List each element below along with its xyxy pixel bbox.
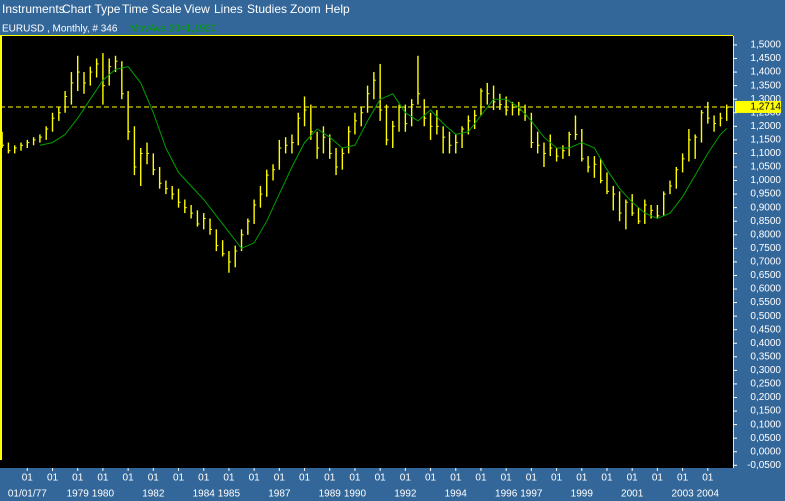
y-tick-label: 0,5000 [750, 311, 781, 322]
x-tick-label: 01 [299, 473, 311, 484]
y-tick-label: 0,0500 [750, 433, 781, 444]
year-label: 1987 [268, 489, 291, 500]
x-tick-label: 01 [425, 473, 437, 484]
year-label: 1996 [495, 489, 518, 500]
x-tick-label: 01 [475, 473, 487, 484]
year-label: 1982 [142, 489, 165, 500]
x-tick-label: 01 [349, 473, 361, 484]
x-tick-label: 01 [198, 473, 210, 484]
year-label: 1997 [520, 489, 543, 500]
y-tick-label: 1,4000 [750, 67, 781, 78]
plot-area [0, 36, 733, 468]
y-tick-label: 0,0000 [750, 446, 781, 457]
x-tick-label: 01 [223, 473, 235, 484]
y-tick-label: 0,2000 [750, 392, 781, 403]
y-tick-label: 0,8000 [750, 229, 781, 240]
y-tick-label: 0,1500 [750, 406, 781, 417]
last-price-badge [735, 100, 781, 113]
y-tick-label: 0,8500 [750, 216, 781, 227]
menu-item[interactable]: Time Scale [122, 2, 182, 16]
x-tick-label: 01 [702, 473, 714, 484]
x-tick-label: 01 [551, 473, 563, 484]
y-tick-label: 0,2500 [750, 379, 781, 390]
y-tick-label: 1,4500 [750, 53, 781, 64]
chart-title: EURUSD , Monthly, # 346 [2, 24, 118, 35]
menu-item[interactable]: Help [325, 2, 350, 16]
x-tick-label: 01 [652, 473, 664, 484]
menu-item[interactable]: Zoom [290, 2, 321, 16]
x-tick-label: 01 [400, 473, 412, 484]
x-tick-label: 01 [123, 473, 135, 484]
y-tick-label: 0,9500 [750, 189, 781, 200]
y-tick-label: 0,3500 [750, 351, 781, 362]
year-label: 1999 [571, 489, 594, 500]
year-label: 01/01/77 [8, 489, 47, 500]
y-tick-label: 0,5500 [750, 297, 781, 308]
year-label: 1990 [344, 489, 367, 500]
x-tick-label: 01 [324, 473, 336, 484]
y-tick-label: 1,1500 [750, 135, 781, 146]
y-tick-label: 0,6500 [750, 270, 781, 281]
y-tick-label: 0,4000 [750, 338, 781, 349]
y-tick-label: -0,0500 [747, 460, 781, 471]
x-tick-label: 01 [450, 473, 462, 484]
year-label: 1992 [394, 489, 417, 500]
x-tick-label: 01 [249, 473, 261, 484]
y-tick-label: 0,7000 [750, 257, 781, 268]
year-label: 1984 [193, 489, 216, 500]
menu-bar: Instruments Chart Type Time Scale View L… [2, 2, 350, 16]
menu-item[interactable]: Lines [214, 2, 243, 16]
year-label: 2001 [621, 489, 644, 500]
y-tick-label: 1,2000 [750, 121, 781, 132]
y-tick-label: 1,3000 [750, 94, 781, 105]
menu-item[interactable]: Studies [247, 2, 287, 16]
year-label: 1985 [218, 489, 241, 500]
menu-item[interactable]: Chart Type [62, 2, 121, 16]
x-tick-label: 01 [627, 473, 639, 484]
y-tick-label: 0,1000 [750, 419, 781, 430]
x-tick-label: 01 [97, 473, 109, 484]
x-tick-label: 01 [47, 473, 59, 484]
year-label: 2004 [697, 489, 720, 500]
y-tick-label: 1,0500 [750, 162, 781, 173]
year-label: 1994 [445, 489, 468, 500]
ma-label: MovAve 20=1,1920 [130, 24, 217, 35]
year-label: 1989 [319, 489, 342, 500]
y-tick-label: 0,7500 [750, 243, 781, 254]
last-price-label: 1,2714 [750, 102, 781, 113]
x-tick-label: 01 [601, 473, 613, 484]
x-tick-label: 01 [576, 473, 588, 484]
y-tick-label: 0,9000 [750, 202, 781, 213]
y-tick-label: 0,4500 [750, 324, 781, 335]
x-tick-label: 01 [22, 473, 34, 484]
y-tick-label: 1,0000 [750, 175, 781, 186]
y-tick-label: 0,6000 [750, 284, 781, 295]
moving-average-line [39, 66, 728, 249]
menu-item[interactable]: Instruments [2, 2, 65, 16]
year-label: 1979 [67, 489, 90, 500]
y-tick-label: 1,1000 [750, 148, 781, 159]
x-tick-label: 01 [173, 473, 185, 484]
y-tick-label: 1,5000 [750, 40, 781, 51]
year-label: 2003 [671, 489, 694, 500]
y-tick-label: 0,3000 [750, 365, 781, 376]
x-tick-label: 01 [148, 473, 160, 484]
x-tick-label: 01 [526, 473, 538, 484]
y-tick-label: 1,3500 [750, 80, 781, 91]
x-tick-label: 01 [375, 473, 387, 484]
x-tick-label: 01 [677, 473, 689, 484]
x-tick-label: 01 [501, 473, 513, 484]
year-label: 1980 [92, 489, 115, 500]
x-tick-label: 01 [274, 473, 286, 484]
x-tick-label: 01 [72, 473, 84, 484]
menu-item[interactable]: View [184, 2, 210, 16]
